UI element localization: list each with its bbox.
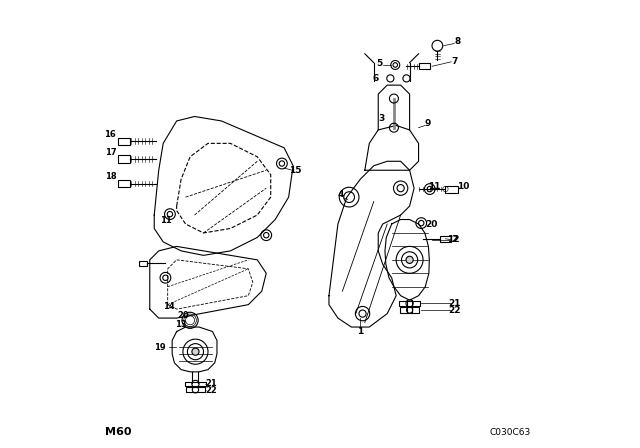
Text: 20: 20 xyxy=(425,220,437,228)
Text: C030C63: C030C63 xyxy=(490,428,531,437)
Text: 22: 22 xyxy=(206,386,218,395)
Bar xyxy=(185,382,206,386)
Bar xyxy=(118,155,130,163)
Text: 22: 22 xyxy=(448,306,461,314)
Text: 3: 3 xyxy=(379,114,385,123)
Bar xyxy=(399,301,420,306)
Bar xyxy=(440,236,451,242)
Text: 4: 4 xyxy=(338,190,344,199)
Bar xyxy=(186,387,205,392)
Text: 15: 15 xyxy=(289,166,301,175)
Text: 1: 1 xyxy=(357,327,364,336)
Text: 10: 10 xyxy=(457,182,470,191)
Bar xyxy=(139,261,147,266)
Circle shape xyxy=(192,348,199,355)
Text: 17: 17 xyxy=(104,148,116,157)
Circle shape xyxy=(406,256,413,263)
Text: 16: 16 xyxy=(104,130,116,139)
Text: 11: 11 xyxy=(428,182,440,191)
Text: 8: 8 xyxy=(454,37,461,46)
Bar xyxy=(400,307,419,313)
Text: 14: 14 xyxy=(163,302,174,311)
Bar xyxy=(118,180,130,187)
Text: 2: 2 xyxy=(451,235,458,244)
Text: 19: 19 xyxy=(154,343,165,352)
Text: 5: 5 xyxy=(376,59,382,68)
Text: 7: 7 xyxy=(451,57,458,66)
Text: 9: 9 xyxy=(424,119,431,128)
Text: 20: 20 xyxy=(177,311,189,320)
Bar xyxy=(419,63,430,69)
Text: 21: 21 xyxy=(206,379,218,388)
Text: 12: 12 xyxy=(447,235,460,244)
Text: M60: M60 xyxy=(105,427,131,437)
Bar xyxy=(118,138,130,145)
Text: 6: 6 xyxy=(373,74,379,83)
Text: 11: 11 xyxy=(159,216,172,225)
Bar xyxy=(445,186,458,193)
Text: 21: 21 xyxy=(448,299,461,308)
Text: 18: 18 xyxy=(104,172,116,181)
Text: 13: 13 xyxy=(175,320,187,329)
